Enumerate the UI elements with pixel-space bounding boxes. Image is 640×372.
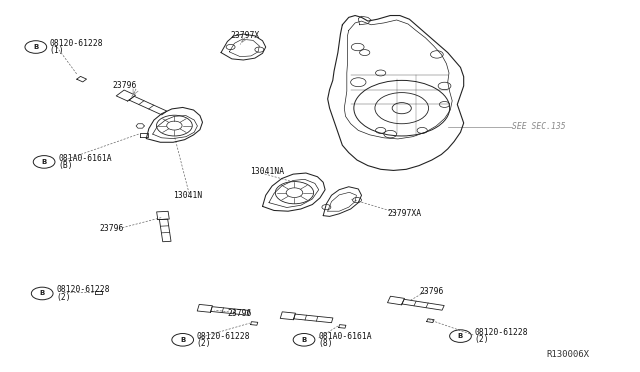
Text: 08120-61228: 08120-61228: [196, 331, 250, 341]
Text: B: B: [180, 337, 186, 343]
Text: 23797XA: 23797XA: [387, 209, 421, 218]
Text: R130006X: R130006X: [547, 350, 589, 359]
Text: B: B: [33, 44, 38, 50]
Text: B: B: [458, 333, 463, 339]
Text: 08120-61228: 08120-61228: [474, 328, 528, 337]
Text: B: B: [42, 159, 47, 165]
Text: (2): (2): [474, 335, 489, 344]
Text: 23796: 23796: [100, 224, 124, 233]
Text: 23797X: 23797X: [230, 31, 260, 41]
Text: (1): (1): [50, 46, 65, 55]
Text: 081A0-6161A: 081A0-6161A: [318, 331, 372, 341]
Text: 13041NA: 13041NA: [250, 167, 284, 176]
Text: (2): (2): [56, 293, 71, 302]
Text: B: B: [40, 291, 45, 296]
Text: 23796: 23796: [227, 310, 252, 318]
Text: SEE SEC.135: SEE SEC.135: [511, 122, 565, 131]
Text: 08120-61228: 08120-61228: [50, 39, 104, 48]
Text: (2): (2): [196, 339, 211, 348]
Text: 08120-61228: 08120-61228: [56, 285, 110, 294]
Text: 23796: 23796: [419, 287, 444, 296]
Text: 13041N: 13041N: [173, 191, 202, 200]
Text: (B): (B): [58, 161, 73, 170]
Text: 081A0-6161A: 081A0-6161A: [58, 154, 112, 163]
Text: 23796: 23796: [113, 81, 137, 90]
Text: (8): (8): [318, 339, 333, 348]
Text: B: B: [301, 337, 307, 343]
